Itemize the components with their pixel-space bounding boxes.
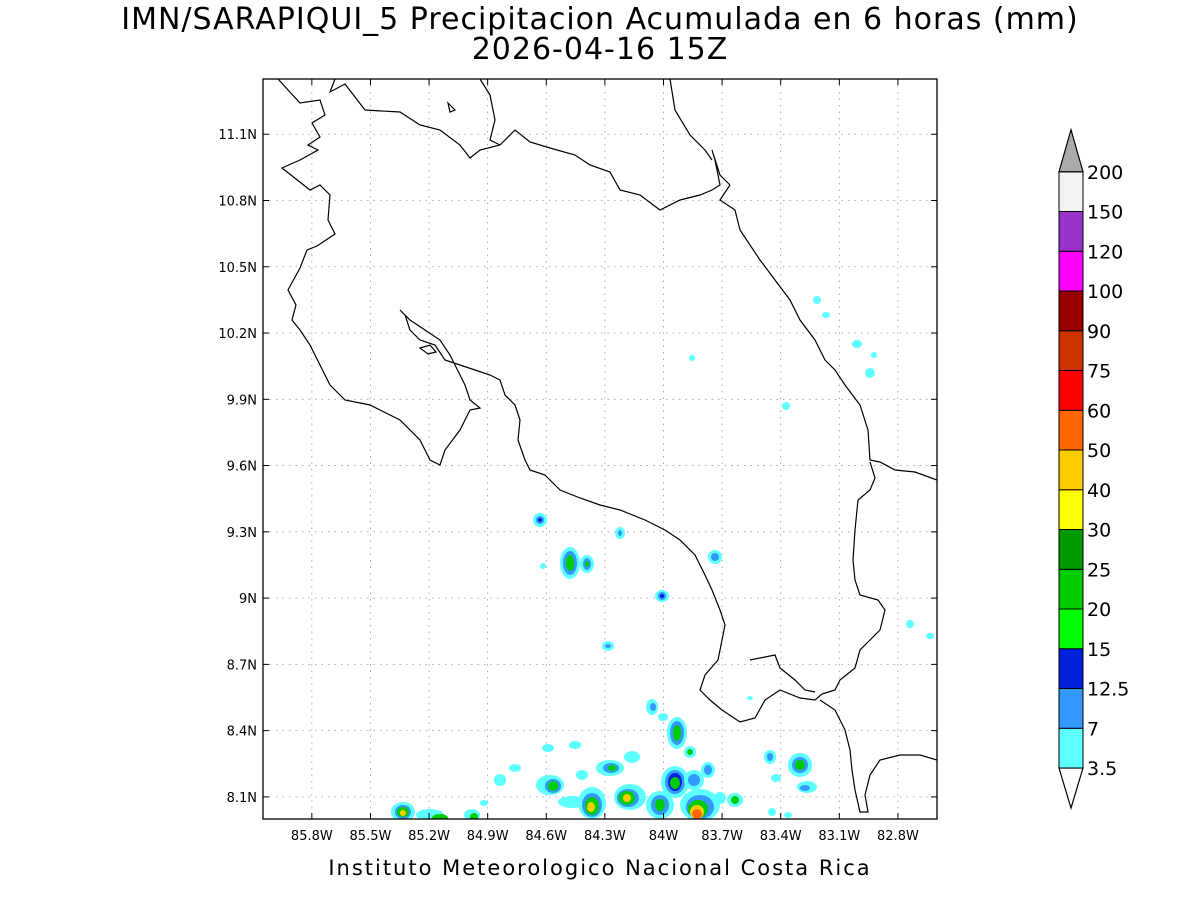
longitude-axis: 85.8W 85.5W 85.2W 84.9W 84.6W 84.3W 84W 83.7W 83… [291, 79, 919, 844]
lon-tick-label: 84.9W [467, 829, 509, 844]
colorbar-level-label: 100 [1087, 281, 1123, 303]
lat-tick-label: 8.7N [227, 658, 257, 673]
colorbar-level-label: 150 [1087, 202, 1123, 224]
lon-tick-label: 85.2W [408, 829, 450, 844]
caribbean-coast [719, 184, 937, 481]
lon-tick-label: 84.6W [525, 829, 567, 844]
lat-tick-label: 9.3N [227, 526, 257, 541]
map-title: IMN/SARAPIQUI_5 Precipitacion Acumulada … [121, 2, 1079, 37]
colorbar-level-label: 200 [1087, 162, 1123, 184]
colorbar-level-label: 3.5 [1087, 758, 1117, 780]
colorbar-arrow-high [1058, 127, 1084, 173]
map-grid [263, 79, 937, 819]
lon-tick-label: 85.8W [291, 829, 333, 844]
colorbar-swatch [1058, 727, 1084, 769]
lat-tick-label: 9N [239, 592, 257, 607]
colorbar-swatch [1058, 171, 1084, 212]
colorbar-swatch [1058, 449, 1084, 491]
lon-tick-label: 84W [649, 829, 679, 844]
precip-cell-central [533, 513, 722, 651]
nicaragua-border [328, 79, 731, 211]
osa-peninsula [749, 654, 816, 693]
lat-tick-label: 10.8N [218, 194, 257, 209]
lon-tick-label: 84.3W [584, 829, 626, 844]
colorbar-level-label: 75 [1087, 361, 1111, 383]
colorbar-level-label: 90 [1087, 321, 1111, 343]
colorbar-swatch [1058, 648, 1084, 689]
nicoya-gulf-coast [299, 309, 823, 723]
colorbar-swatch [1058, 568, 1084, 610]
colorbar-swatch [1058, 409, 1084, 451]
precip-cell-caribbean [689, 296, 934, 639]
nicoya-island [418, 344, 438, 355]
colorbar-swatch [1058, 688, 1084, 729]
lon-tick-label: 83.1W [818, 829, 860, 844]
precip-cell-burica [646, 699, 743, 819]
precipitation-field [391, 296, 934, 819]
lake-island [446, 101, 457, 113]
lon-tick-label: 83.7W [701, 829, 743, 844]
lat-tick-label: 10.2N [218, 327, 257, 342]
lat-tick-label: 9.9N [227, 393, 257, 408]
colorbar-level-label: 25 [1087, 559, 1111, 581]
colorbar-level-label: 60 [1087, 400, 1111, 422]
lat-tick-label: 8.1N [227, 791, 257, 806]
lon-tick-label: 83.4W [760, 829, 802, 844]
lon-tick-label: 82.8W [877, 829, 919, 844]
colorbar-swatch [1058, 608, 1084, 650]
colorbar-swatch [1058, 290, 1084, 332]
coastlines [277, 79, 937, 813]
precip-cell-southwest [391, 800, 488, 819]
precip-cell-osa-north [494, 741, 588, 808]
panama-border [821, 461, 886, 695]
lake-north-east [669, 79, 713, 161]
golfo-dulce [819, 699, 937, 813]
colorbar-level-label: 12.5 [1087, 679, 1129, 701]
precip-cell-southeast [747, 696, 817, 818]
colorbar-swatch [1058, 489, 1084, 530]
latitude-axis: 11.1N 10.8N 10.5N 10.2N 9.9N 9.6N 9.3N 9N 8.7N 8.… [218, 128, 937, 806]
lon-tick-label: 85.5W [350, 829, 392, 844]
colorbar-level-label: 30 [1087, 520, 1111, 542]
lat-tick-label: 9.6N [227, 460, 257, 475]
colorbar-swatch [1058, 330, 1084, 371]
precip-cell-golfito [578, 751, 646, 819]
colorbar-level-label: 20 [1087, 599, 1111, 621]
lake-nicaragua-shore [277, 79, 336, 331]
lat-tick-label: 8.4N [227, 725, 257, 740]
lat-tick-label: 10.5N [218, 261, 257, 276]
footer-credit: Instituto Meteorologico Nacional Costa R… [328, 856, 872, 880]
map-frame [262, 78, 938, 820]
colorbar-level-label: 40 [1087, 480, 1111, 502]
lat-tick-label: 11.1N [218, 128, 257, 143]
colorbar-level-label: 7 [1087, 718, 1099, 740]
colorbar-level-label: 15 [1087, 639, 1111, 661]
colorbar-arrow-low [1058, 767, 1084, 811]
map-subtitle-date: 2026-04-16 15Z [471, 32, 729, 67]
colorbar-swatch [1058, 211, 1084, 252]
colorbar-swatch [1058, 529, 1084, 570]
colorbar-level-label: 50 [1087, 440, 1111, 462]
colorbar-swatch [1058, 370, 1084, 411]
colorbar-legend: 3.5 7 12.5 15 20 25 30 40 50 60 75 90 100 120 150 200 [1058, 127, 1129, 811]
colorbar-level-label: 120 [1087, 241, 1123, 263]
nicaragua-coast-north [479, 79, 501, 146]
colorbar-swatch [1058, 250, 1084, 292]
